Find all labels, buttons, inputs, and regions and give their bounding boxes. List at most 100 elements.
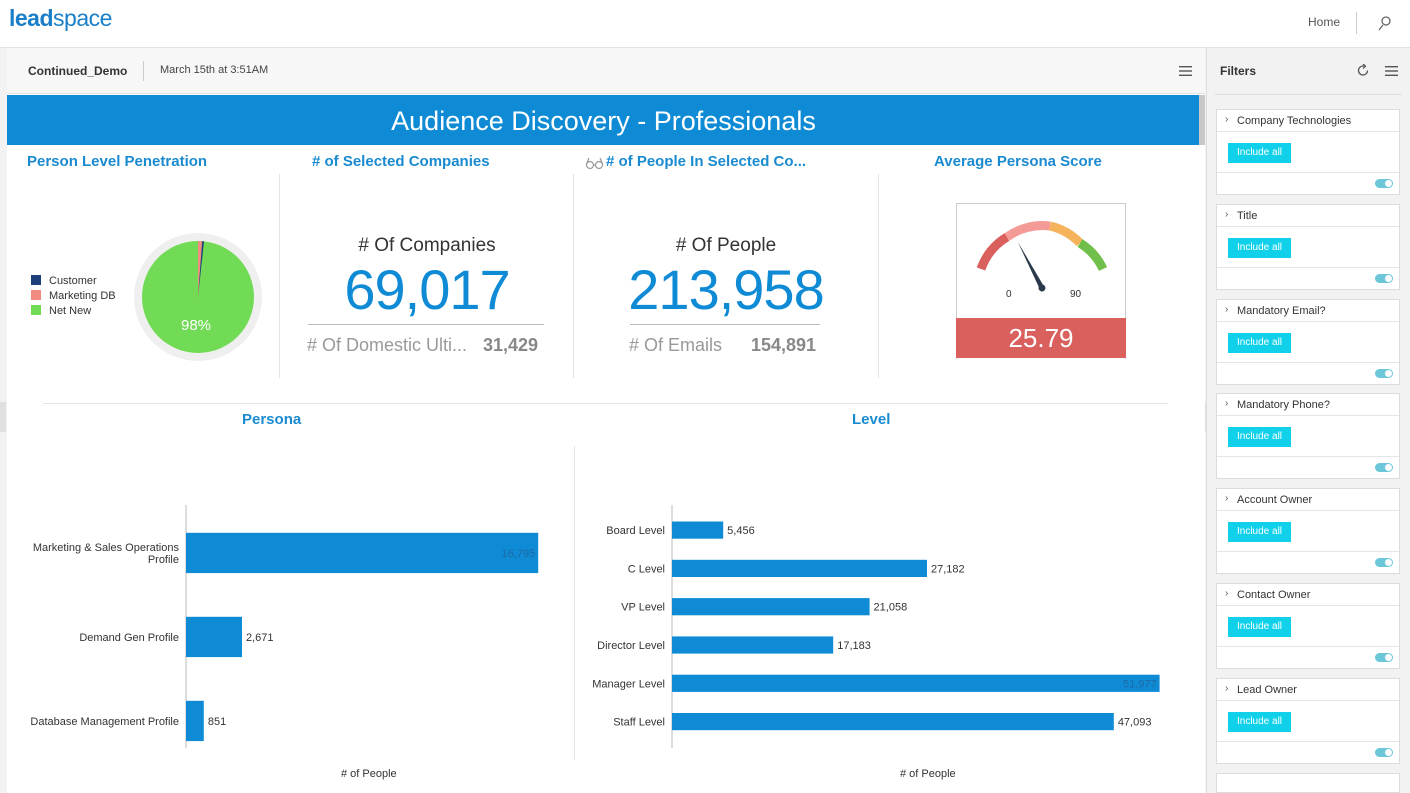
leadspace-logo[interactable]: leadspace — [9, 5, 112, 32]
legend-item-net-new[interactable]: Net New — [31, 305, 91, 317]
filter-header[interactable]: › Mandatory Phone? — [1217, 394, 1399, 416]
filters-title: Filters — [1220, 64, 1257, 78]
filter-footer-divider — [1217, 172, 1399, 173]
bar[interactable] — [672, 636, 834, 654]
widget-divider — [878, 174, 879, 378]
pie-slice-marketing-db[interactable] — [198, 241, 203, 297]
filter-header[interactable]: › Company Technologies — [1217, 110, 1399, 132]
filter-footer-divider — [1217, 362, 1399, 363]
filter-header[interactable]: › Account Owner — [1217, 489, 1399, 511]
filter-header[interactable]: › Lead Owner — [1217, 679, 1399, 701]
legend-swatch — [31, 290, 41, 300]
category-label: Director Level — [597, 640, 665, 652]
bar[interactable] — [672, 559, 927, 577]
chevron-right-icon[interactable]: › — [1225, 398, 1229, 409]
include-all-button[interactable]: Include all — [1228, 522, 1291, 542]
filter-toggle[interactable] — [1375, 748, 1393, 757]
header-divider — [143, 61, 144, 81]
gauge-max-label: 90 — [1070, 289, 1082, 300]
left-collapse-handle[interactable] — [0, 402, 6, 432]
banner-title: Audience Discovery - Professionals — [391, 106, 816, 136]
category-label: Staff Level — [613, 717, 665, 729]
bar[interactable] — [672, 713, 1114, 731]
include-all-button[interactable]: Include all — [1228, 238, 1291, 258]
category-label: VP Level — [621, 602, 665, 614]
include-all-button[interactable]: Include all — [1228, 143, 1291, 163]
legend-swatch — [31, 305, 41, 315]
filter-footer-divider — [1217, 551, 1399, 552]
filter-header[interactable]: › Contact Owner — [1217, 584, 1399, 606]
scrollbar-thumb[interactable] — [1199, 95, 1205, 145]
category-label: Manager Level — [592, 678, 665, 690]
filter-header[interactable]: › Mandatory Email? — [1217, 300, 1399, 322]
filter-card: › Account Owner Include all — [1216, 488, 1400, 574]
filter-name: Company Technologies — [1237, 115, 1352, 127]
filters-divider — [1215, 94, 1402, 95]
pie-label: 98% — [181, 317, 211, 334]
kpi-underline — [630, 324, 820, 325]
legend-swatch — [31, 275, 41, 285]
chevron-right-icon[interactable]: › — [1225, 209, 1229, 220]
filter-toggle[interactable] — [1375, 463, 1393, 472]
logo-lead: lead — [9, 5, 54, 31]
bar[interactable] — [186, 532, 539, 574]
chevron-right-icon[interactable]: › — [1225, 588, 1229, 599]
filter-name: Mandatory Email? — [1237, 305, 1326, 317]
value-label: 2,671 — [246, 632, 274, 644]
pie-slice-customer[interactable] — [198, 241, 204, 297]
gauge-arc-low — [976, 233, 1010, 271]
filter-footer-divider — [1217, 741, 1399, 742]
include-all-button[interactable]: Include all — [1228, 333, 1291, 353]
filter-toggle[interactable] — [1375, 274, 1393, 283]
filter-header[interactable]: › Title — [1217, 205, 1399, 227]
glasses-icon — [585, 157, 604, 170]
dashboard-canvas: Continued_Demo March 15th at 3:51AM Audi… — [7, 48, 1205, 793]
kpi-sub-label-emails: # Of Emails — [629, 335, 723, 355]
kpi-value-companies: 69,017 — [344, 258, 510, 321]
legend-item-marketing-db[interactable]: Marketing DB — [31, 290, 116, 302]
bar[interactable] — [672, 521, 724, 539]
chevron-right-icon[interactable]: › — [1225, 683, 1229, 694]
chevron-right-icon[interactable]: › — [1225, 304, 1229, 315]
include-all-button[interactable]: Include all — [1228, 617, 1291, 637]
bar[interactable] — [672, 598, 870, 616]
kpi-label-people: # Of People — [675, 235, 777, 256]
dashboard-menu-icon[interactable] — [1179, 66, 1192, 76]
widget-divider — [279, 174, 280, 378]
legend-item-customer[interactable]: Customer — [31, 275, 97, 287]
filter-card: › Title Include all — [1216, 204, 1400, 290]
category-label: C Level — [628, 563, 665, 575]
filter-toggle[interactable] — [1375, 558, 1393, 567]
title-banner: Audience Discovery - Professionals — [7, 95, 1200, 145]
filter-toggle[interactable] — [1375, 179, 1393, 188]
widget-title-persona-score: Average Persona Score — [934, 153, 1102, 170]
bar[interactable] — [672, 674, 1160, 692]
value-label: 21,058 — [874, 602, 908, 614]
include-all-button[interactable]: Include all — [1228, 427, 1291, 447]
chevron-right-icon[interactable]: › — [1225, 493, 1229, 504]
filter-footer-divider — [1217, 646, 1399, 647]
filters-menu-icon[interactable] — [1385, 66, 1398, 76]
kpi-value-people: 213,958 — [628, 258, 824, 321]
row-divider — [43, 403, 1168, 404]
bar[interactable] — [186, 700, 204, 742]
refresh-icon[interactable] — [1357, 64, 1370, 77]
widget-title-people: # of People In Selected Co... — [606, 153, 807, 170]
include-all-button[interactable]: Include all — [1228, 712, 1291, 732]
gauge-arc-mid-high — [1048, 221, 1084, 247]
home-link[interactable]: Home — [1308, 15, 1341, 29]
value-label: 47,093 — [1118, 717, 1152, 729]
chevron-right-icon[interactable]: › — [1225, 114, 1229, 125]
category-label: Demand Gen Profile — [79, 632, 179, 644]
user-icon[interactable] — [1377, 15, 1393, 31]
dashboard-name[interactable]: Continued_Demo — [28, 64, 128, 78]
dashboard-date: March 15th at 3:51AM — [160, 64, 269, 76]
bar[interactable] — [186, 616, 242, 658]
gauge-min-label: 0 — [1006, 289, 1012, 300]
kpi-sub-label-domestic: # Of Domestic Ulti... — [307, 335, 468, 355]
kpi-sub-value-emails: 154,891 — [751, 335, 817, 355]
filter-toggle[interactable] — [1375, 369, 1393, 378]
filter-toggle[interactable] — [1375, 653, 1393, 662]
legend-label: Net New — [49, 305, 92, 317]
filter-card: › Mandatory Email? Include all — [1216, 299, 1400, 385]
